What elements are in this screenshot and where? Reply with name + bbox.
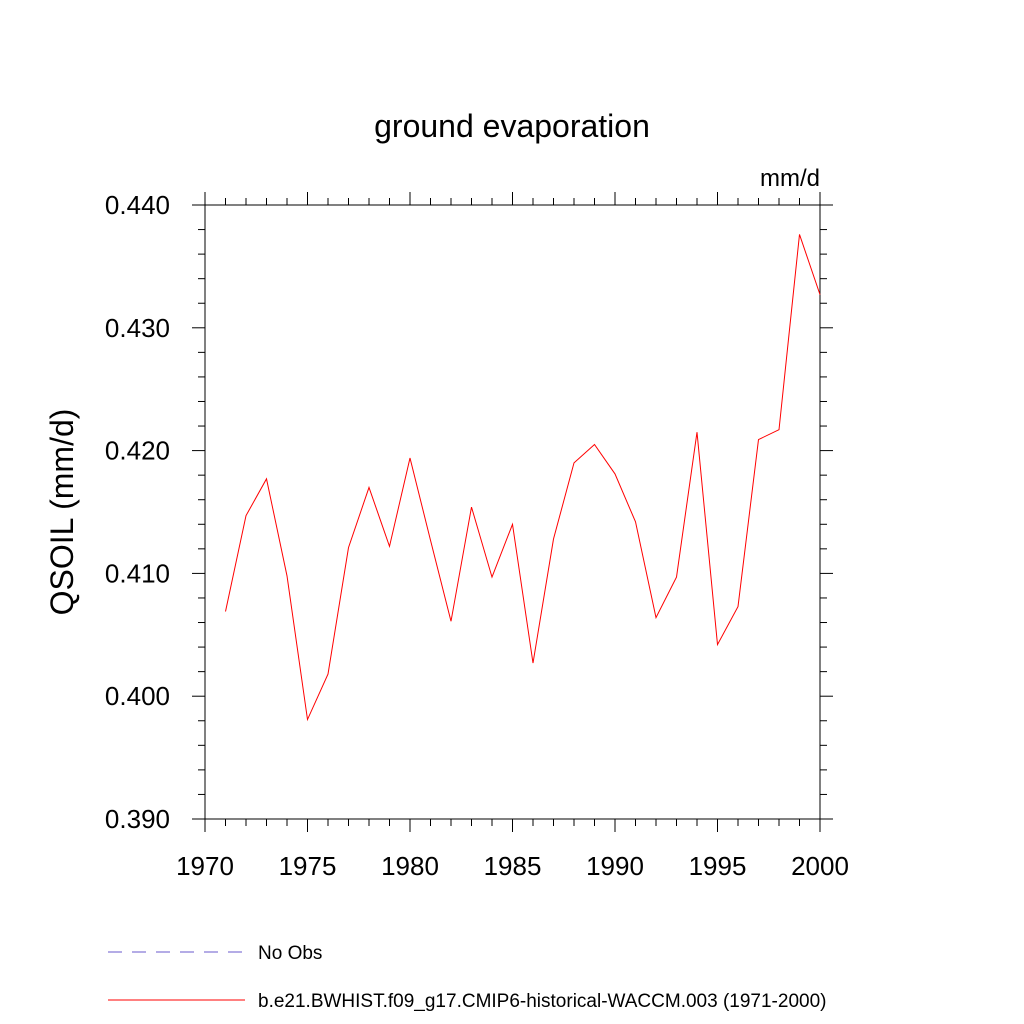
x-tick-label: 2000 bbox=[791, 851, 849, 881]
axis-tick-labels: 1970 1975 1980 1985 1990 1995 2000 0.390 0.400 0.… bbox=[105, 190, 849, 881]
y-tick-label: 0.420 bbox=[105, 436, 170, 466]
chart-title: ground evaporation bbox=[374, 108, 650, 144]
series-layer bbox=[225, 234, 821, 722]
x-tick-label: 1985 bbox=[484, 851, 542, 881]
x-tick-label: 1975 bbox=[279, 851, 337, 881]
y-tick-label: 0.430 bbox=[105, 313, 170, 343]
legend-label: b.e21.BWHIST.f09_g17.CMIP6-historical-WA… bbox=[258, 991, 826, 1012]
y-tick-label: 0.390 bbox=[105, 804, 170, 834]
y-tick-label: 0.440 bbox=[105, 190, 170, 220]
units-label: mm/d bbox=[760, 165, 820, 192]
legend: No Obs b.e21.BWHIST.f09_g17.CMIP6-histori… bbox=[108, 943, 826, 1012]
axis-ticks bbox=[192, 192, 833, 832]
x-tick-label: 1995 bbox=[689, 851, 747, 881]
y-tick-label: 0.410 bbox=[105, 558, 170, 588]
y-axis-label: QSOIL (mm/d) bbox=[44, 409, 80, 616]
x-tick-label: 1990 bbox=[586, 851, 644, 881]
legend-label: No Obs bbox=[258, 943, 322, 964]
series-line bbox=[225, 234, 821, 722]
y-tick-label: 0.400 bbox=[105, 681, 170, 711]
x-tick-label: 1980 bbox=[381, 851, 439, 881]
x-tick-label: 1970 bbox=[176, 851, 234, 881]
plot-frame bbox=[204, 204, 821, 820]
